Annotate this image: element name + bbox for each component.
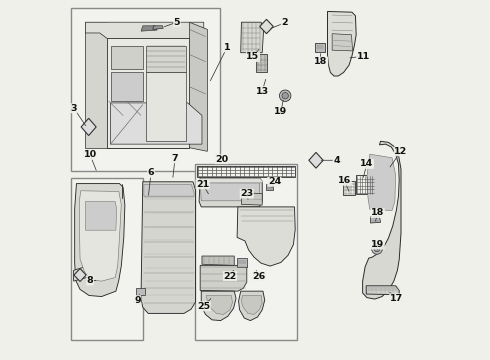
Text: 15: 15 [246,53,259,62]
Text: 4: 4 [333,156,340,165]
Polygon shape [242,296,262,315]
Polygon shape [141,182,196,314]
Text: 23: 23 [240,189,253,198]
Polygon shape [370,217,381,223]
Bar [71,8,220,171]
Text: 24: 24 [268,177,281,186]
Polygon shape [200,265,247,291]
Polygon shape [136,288,146,296]
Polygon shape [74,269,86,282]
Circle shape [279,90,291,102]
Text: 3: 3 [71,104,77,113]
Polygon shape [237,207,295,266]
Polygon shape [79,191,122,281]
Polygon shape [107,39,190,148]
Polygon shape [199,178,262,207]
Polygon shape [81,118,96,135]
Polygon shape [85,22,204,39]
Polygon shape [190,22,207,151]
Text: 11: 11 [357,52,370,61]
Text: 2: 2 [281,18,288,27]
Bar [195,164,297,339]
Polygon shape [266,184,273,190]
Polygon shape [332,34,353,51]
Text: 18: 18 [371,208,384,217]
Polygon shape [206,296,232,315]
Polygon shape [74,266,89,281]
Text: 8: 8 [87,276,94,285]
Circle shape [282,93,289,99]
Text: 10: 10 [83,150,97,159]
Text: 14: 14 [360,159,373,168]
Bar [71,178,143,339]
Polygon shape [242,193,262,205]
Bar [197,166,295,177]
Polygon shape [144,184,194,196]
Polygon shape [241,22,264,53]
Polygon shape [141,26,157,31]
Text: 12: 12 [394,147,408,156]
Polygon shape [202,256,234,265]
Polygon shape [260,19,273,34]
Bar [343,181,355,195]
Text: 13: 13 [256,86,269,95]
Circle shape [371,243,382,254]
Polygon shape [315,43,324,51]
Text: 9: 9 [134,296,141,305]
Text: 6: 6 [147,168,154,177]
Text: 22: 22 [223,271,237,280]
Text: 19: 19 [274,107,288,116]
Polygon shape [200,183,260,201]
Text: 5: 5 [173,18,180,27]
Polygon shape [366,286,399,295]
Polygon shape [153,26,163,30]
Text: 7: 7 [172,154,178,163]
Text: 17: 17 [390,294,403,303]
Polygon shape [327,12,356,76]
Circle shape [374,246,380,252]
Polygon shape [111,72,143,101]
Polygon shape [201,291,236,320]
Bar [356,175,374,194]
Polygon shape [85,22,107,148]
Text: 18: 18 [315,57,328,66]
Polygon shape [237,258,247,267]
Polygon shape [363,141,401,299]
Text: 19: 19 [371,240,384,249]
Polygon shape [147,45,186,72]
Polygon shape [239,291,265,320]
Polygon shape [74,184,125,297]
Polygon shape [111,103,202,144]
Polygon shape [256,54,267,72]
Polygon shape [85,202,117,230]
Text: 21: 21 [196,180,209,189]
Text: 26: 26 [252,271,265,280]
Polygon shape [367,154,395,211]
Text: 25: 25 [197,302,210,311]
Polygon shape [309,152,323,168]
Polygon shape [200,178,262,183]
Polygon shape [111,45,143,69]
Text: 20: 20 [215,155,228,164]
Text: 16: 16 [338,176,351,185]
Text: 1: 1 [224,43,230,52]
Polygon shape [147,72,186,140]
